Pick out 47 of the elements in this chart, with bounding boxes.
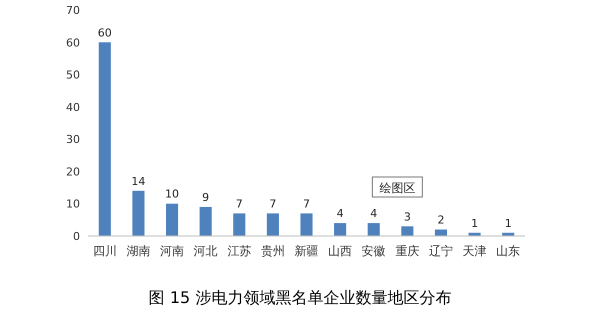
bar bbox=[166, 204, 178, 236]
y-tick-label: 50 bbox=[66, 68, 80, 82]
data-label: 4 bbox=[336, 207, 344, 220]
annotation: 绘图区 bbox=[379, 181, 416, 195]
data-label: 7 bbox=[303, 197, 310, 210]
bar bbox=[368, 223, 380, 236]
x-tick-label: 山西 bbox=[328, 244, 352, 258]
y-tick-label: 10 bbox=[66, 198, 80, 211]
x-tick-label: 河南 bbox=[160, 244, 184, 258]
bar bbox=[98, 42, 111, 236]
data-label: 3 bbox=[404, 210, 411, 224]
bar bbox=[434, 230, 448, 236]
y-tick-label: 70 bbox=[66, 4, 80, 17]
bar bbox=[401, 226, 414, 236]
x-tick-label: 湖南 bbox=[126, 244, 150, 258]
x-tick-label: 新疆 bbox=[294, 244, 318, 258]
y-tick-label: 40 bbox=[66, 100, 80, 114]
data-label: 7 bbox=[269, 197, 276, 210]
bar bbox=[132, 190, 144, 236]
bar bbox=[233, 213, 246, 236]
bar bbox=[266, 213, 279, 236]
data-label: 1 bbox=[471, 216, 478, 230]
data-label: 2 bbox=[437, 214, 444, 227]
data-label: 10 bbox=[165, 188, 180, 201]
x-tick-label: 安徽 bbox=[362, 244, 386, 258]
x-tick-label: 天津 bbox=[462, 244, 487, 258]
bar bbox=[300, 213, 313, 236]
data-label: 7 bbox=[236, 197, 243, 210]
x-tick-label: 四川 bbox=[92, 244, 117, 258]
y-tick-label: 30 bbox=[66, 133, 80, 146]
y-tick-label: 0 bbox=[73, 230, 80, 243]
data-label: 14 bbox=[131, 174, 146, 188]
y-tick-label: 20 bbox=[66, 165, 80, 178]
bar bbox=[334, 223, 346, 236]
x-tick-label: 辽宁 bbox=[428, 244, 453, 258]
y-tick-label: 60 bbox=[66, 36, 80, 50]
x-tick-label: 山东 bbox=[496, 244, 520, 258]
data-label: 9 bbox=[202, 190, 210, 204]
x-tick-label: 重庆 bbox=[395, 244, 420, 258]
data-label: 60 bbox=[98, 26, 112, 40]
x-tick-label: 河北 bbox=[194, 244, 218, 258]
text: 图 15 涉电力领域黑名单企业数量地区分布 bbox=[148, 288, 452, 307]
data-label: 1 bbox=[504, 216, 512, 230]
x-tick-label: 贵州 bbox=[260, 244, 285, 258]
data-label: 4 bbox=[370, 207, 378, 220]
bar bbox=[200, 206, 212, 236]
x-tick-label: 江苏 bbox=[227, 244, 252, 258]
